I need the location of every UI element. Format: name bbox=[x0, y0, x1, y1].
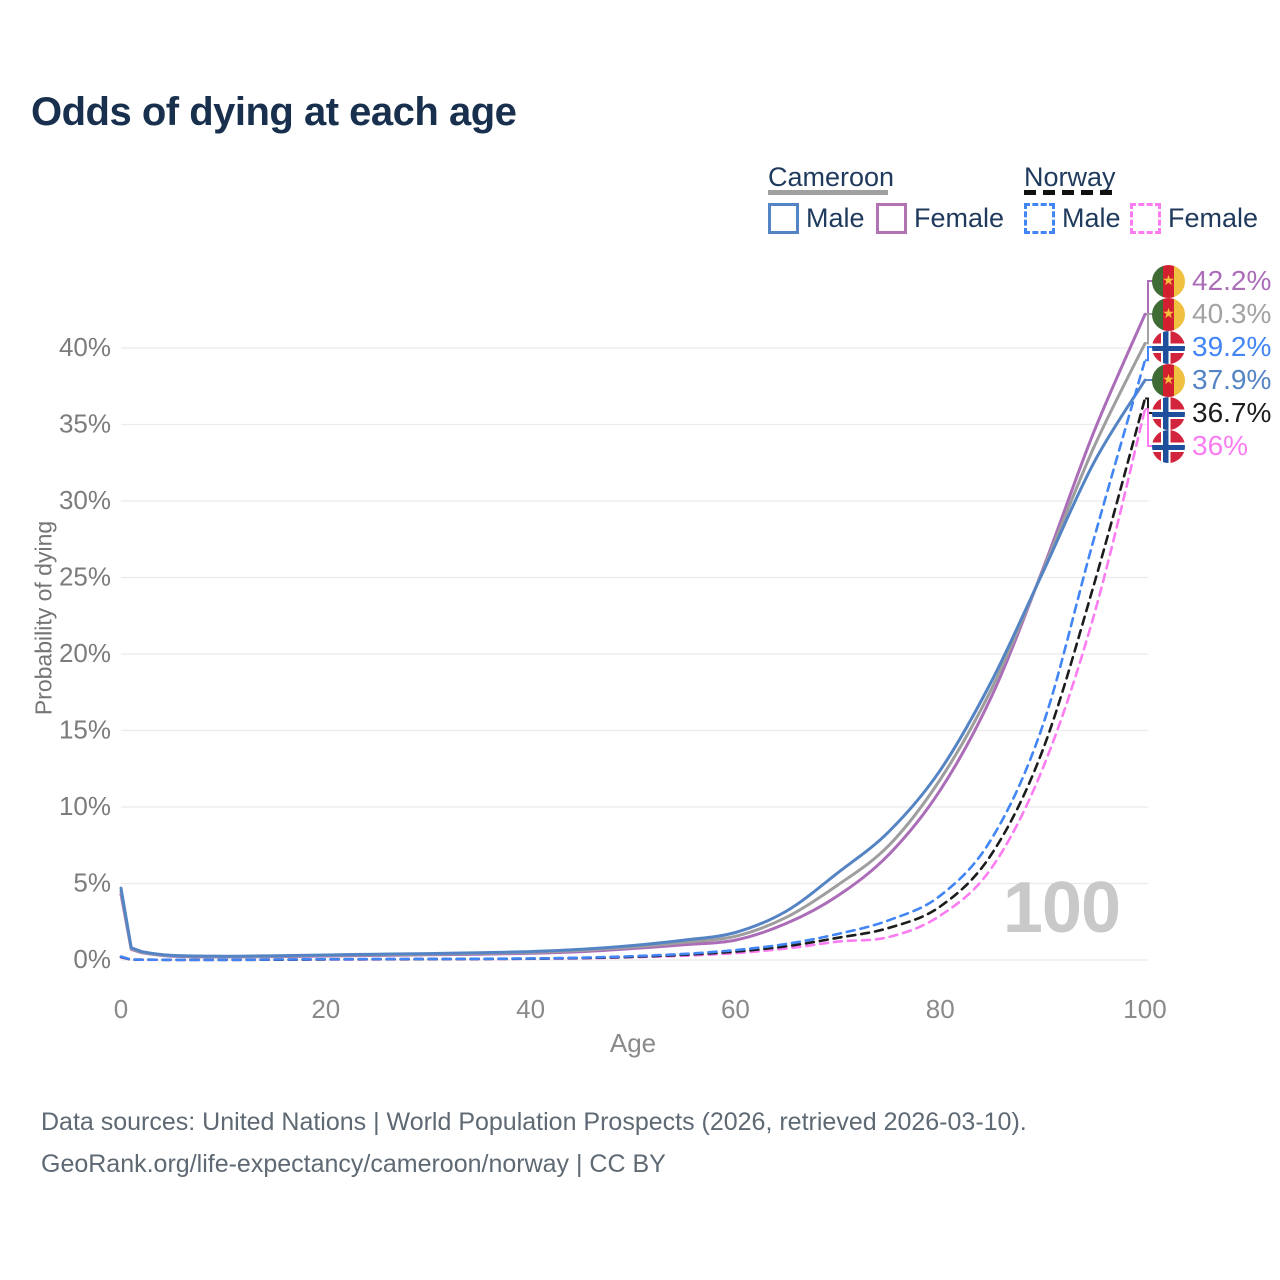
legend-label: Female bbox=[914, 203, 1005, 233]
x-tick-label: 60 bbox=[721, 994, 750, 1024]
series-line-cameroon-female bbox=[119, 312, 1147, 959]
end-label-connector bbox=[1145, 280, 1154, 316]
y-tick-label: 15% bbox=[59, 715, 111, 745]
end-label-connector bbox=[1145, 313, 1154, 345]
x-tick-label: 100 bbox=[1123, 994, 1166, 1024]
legend-item-norway-male[interactable]: Male bbox=[1024, 203, 1121, 234]
y-tick-label: 30% bbox=[59, 485, 111, 515]
norway-flag-icon bbox=[1152, 429, 1185, 463]
series-line-cameroon-male bbox=[119, 378, 1147, 958]
footer-data-sources: Data sources: United Nations | World Pop… bbox=[41, 1108, 1027, 1136]
legend-item-norway-female[interactable]: Female bbox=[1130, 203, 1258, 234]
x-tick-label: 40 bbox=[516, 994, 545, 1024]
y-axis-title: Probability of dying bbox=[30, 520, 57, 716]
y-tick-label: 5% bbox=[73, 868, 111, 898]
cameroon-male-swatch-icon bbox=[768, 203, 799, 234]
end-label-row-norway-female: 36% bbox=[1152, 429, 1248, 463]
legend-cameroon-header[interactable]: Cameroon bbox=[768, 162, 895, 192]
legend-norway-underline bbox=[1024, 190, 1112, 195]
legend-norway-header[interactable]: Norway bbox=[1024, 162, 1116, 192]
y-tick-label: 20% bbox=[59, 638, 111, 668]
legend-label: Female bbox=[1168, 203, 1259, 233]
end-label-value: 36% bbox=[1192, 430, 1249, 461]
legend-item-cameroon-male[interactable]: Male bbox=[768, 203, 865, 234]
end-label-connector bbox=[1145, 408, 1154, 447]
x-tick-label: 0 bbox=[114, 994, 128, 1024]
x-axis-title: Age bbox=[609, 1028, 657, 1058]
end-label-value: 40.3% bbox=[1192, 298, 1272, 329]
end-label-row-cameroon-female: 42.2% bbox=[1152, 264, 1271, 298]
series-line-cameroon bbox=[119, 341, 1147, 959]
norway-male-swatch-icon bbox=[1024, 203, 1055, 234]
page-title: Odds of dying at each age bbox=[31, 90, 517, 134]
end-label-row-cameroon-male: 37.9% bbox=[1152, 363, 1271, 397]
y-tick-label: 35% bbox=[59, 409, 111, 439]
x-tick-label: 20 bbox=[311, 994, 340, 1024]
series-line-norway-male bbox=[119, 358, 1147, 962]
cameroon-flag-icon bbox=[1152, 264, 1185, 298]
y-tick-label: 0% bbox=[73, 944, 111, 974]
end-label-value: 36.7% bbox=[1192, 397, 1272, 428]
legend-cameroon-underline bbox=[768, 190, 888, 195]
legend-item-cameroon-female[interactable]: Female bbox=[876, 203, 1004, 234]
end-label-row-cameroon: 40.3% bbox=[1152, 297, 1271, 331]
end-label-value: 37.9% bbox=[1192, 364, 1272, 395]
norway-flag-icon bbox=[1152, 396, 1185, 430]
end-label-connector bbox=[1145, 346, 1154, 362]
end-label-row-norway: 36.7% bbox=[1152, 396, 1271, 430]
footer-attribution: GeoRank.org/life-expectancy/cameroon/nor… bbox=[41, 1150, 666, 1178]
end-label-row-norway-male: 39.2% bbox=[1152, 330, 1271, 364]
end-label-value: 42.2% bbox=[1192, 265, 1272, 296]
end-label-connector bbox=[1145, 397, 1154, 414]
cameroon-female-swatch-icon bbox=[876, 203, 907, 234]
norway-female-swatch-icon bbox=[1130, 203, 1161, 234]
legend-label: Male bbox=[806, 203, 865, 233]
y-tick-label: 10% bbox=[59, 791, 111, 821]
norway-flag-icon bbox=[1152, 330, 1185, 364]
end-label-value: 39.2% bbox=[1192, 331, 1272, 362]
y-tick-label: 25% bbox=[59, 562, 111, 592]
y-tick-label: 40% bbox=[59, 332, 111, 362]
legend-label: Male bbox=[1062, 203, 1121, 233]
hover-age-watermark: 100 bbox=[1002, 868, 1121, 948]
x-tick-label: 80 bbox=[926, 994, 955, 1024]
cameroon-flag-icon bbox=[1152, 363, 1185, 397]
cameroon-flag-icon bbox=[1152, 297, 1185, 331]
